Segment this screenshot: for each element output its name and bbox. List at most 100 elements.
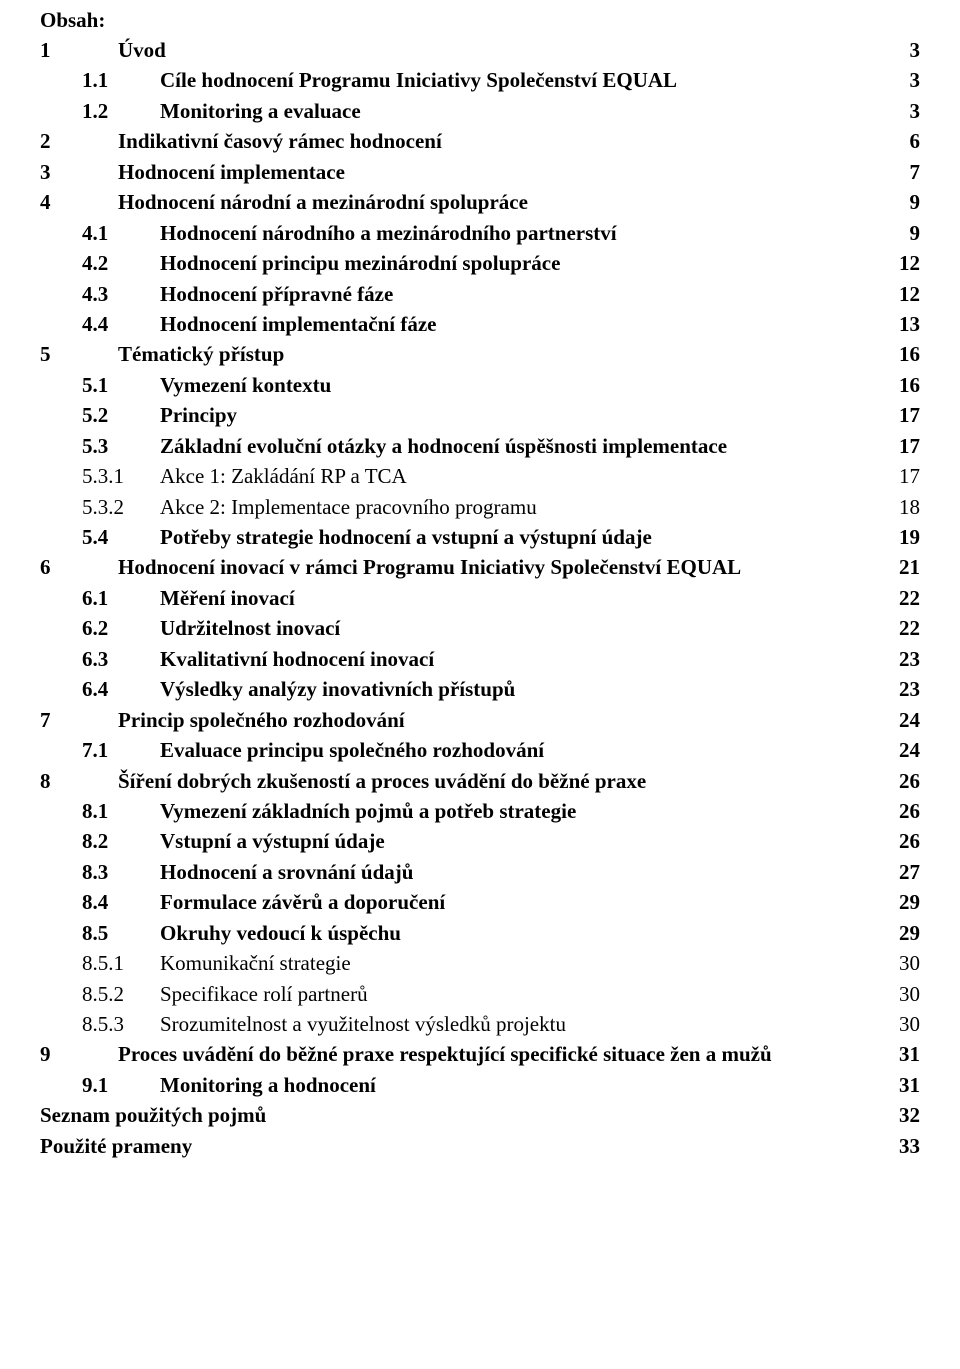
toc-entry-title: Proces uvádění do běžné praxe respektují… — [118, 1039, 772, 1069]
toc-entry-number: 5.3 — [40, 431, 160, 461]
toc-entry: 5.1Vymezení kontextu16 — [40, 370, 920, 400]
toc-entry-title: Kvalitativní hodnocení inovací — [160, 644, 434, 674]
toc-entry-title: Hodnocení implementační fáze — [160, 309, 436, 339]
toc-entry-page: 17 — [899, 431, 920, 461]
toc-entry-number: 1.2 — [40, 96, 160, 126]
toc-entry: 8.5.3Srozumitelnost a využitelnost výsle… — [40, 1009, 920, 1039]
toc-entry-page: 12 — [899, 248, 920, 278]
toc-entry-page: 17 — [899, 461, 920, 491]
toc-entry-number: 5 — [40, 339, 118, 369]
toc-entry-page: 30 — [899, 979, 920, 1009]
toc-entry: 8.1Vymezení základních pojmů a potřeb st… — [40, 796, 920, 826]
toc-entry-title: Princip společného rozhodování — [118, 705, 405, 735]
toc-entry: 5.3.2Akce 2: Implementace pracovního pro… — [40, 492, 920, 522]
toc-entry: 3Hodnocení implementace7 — [40, 157, 920, 187]
toc-entry-title: Principy — [160, 400, 237, 430]
toc-entry: 8.4Formulace závěrů a doporučení29 — [40, 887, 920, 917]
toc-entry-page: 18 — [899, 492, 920, 522]
toc-entry-number: 4.3 — [40, 279, 160, 309]
toc-entry: 8.2Vstupní a výstupní údaje26 — [40, 826, 920, 856]
toc-entry-title: Hodnocení a srovnání údajů — [160, 857, 413, 887]
toc-entry: 6Hodnocení inovací v rámci Programu Inic… — [40, 552, 920, 582]
toc-entry: 1.1Cíle hodnocení Programu Iniciativy Sp… — [40, 65, 920, 95]
toc-entry-number: 2 — [40, 126, 118, 156]
toc-entry-page: 3 — [910, 35, 921, 65]
toc-entry-title: Použité prameny — [40, 1131, 192, 1161]
toc-entry-page: 27 — [899, 857, 920, 887]
toc-entry-number: 8.3 — [40, 857, 160, 887]
toc-entry-title: Výsledky analýzy inovativních přístupů — [160, 674, 515, 704]
toc-entry: Použité prameny 33 — [40, 1131, 920, 1161]
toc-entry-title: Šíření dobrých zkušeností a proces uvádě… — [118, 766, 646, 796]
toc-entry-page: 33 — [899, 1131, 920, 1161]
toc-entry: 8Šíření dobrých zkušeností a proces uvád… — [40, 766, 920, 796]
toc-entry: 4.3Hodnocení přípravné fáze 12 — [40, 279, 920, 309]
toc-entry-title: Monitoring a hodnocení — [160, 1070, 376, 1100]
toc-entry-page: 17 — [899, 400, 920, 430]
toc-entry-number: 1.1 — [40, 65, 160, 95]
toc-entry-title: Akce 2: Implementace pracovního programu — [160, 492, 537, 522]
toc-entry-title: Měření inovací — [160, 583, 295, 613]
toc-entry-page: 30 — [899, 948, 920, 978]
toc-entry-number: 4 — [40, 187, 118, 217]
toc-entry-number: 5.2 — [40, 400, 160, 430]
toc-entry-number: 8.2 — [40, 826, 160, 856]
toc-entry: 6.4Výsledky analýzy inovativních přístup… — [40, 674, 920, 704]
toc-entry-title: Udržitelnost inovací — [160, 613, 340, 643]
toc-entry-page: 19 — [899, 522, 920, 552]
toc-entry-title: Tématický přístup — [118, 339, 284, 369]
toc-entry: 2Indikativní časový rámec hodnocení6 — [40, 126, 920, 156]
toc-entry-page: 23 — [899, 644, 920, 674]
toc-entry-number: 8.4 — [40, 887, 160, 917]
toc-entry-page: 26 — [899, 826, 920, 856]
toc-entry-number: 5.1 — [40, 370, 160, 400]
toc-entry-title: Základní evoluční otázky a hodnocení úsp… — [160, 431, 727, 461]
toc-entry: 7.1Evaluace principu společného rozhodov… — [40, 735, 920, 765]
toc-entry-title: Hodnocení inovací v rámci Programu Inici… — [118, 552, 741, 582]
toc-entry: 5.2Principy 17 — [40, 400, 920, 430]
toc-entry-title: Vymezení základních pojmů a potřeb strat… — [160, 796, 576, 826]
toc-entry-page: 13 — [899, 309, 920, 339]
toc-entry-page: 16 — [899, 370, 920, 400]
toc-entry-page: 24 — [899, 705, 920, 735]
toc-entry-title: Cíle hodnocení Programu Iniciativy Spole… — [160, 65, 677, 95]
toc-entry-number: 5.3.1 — [40, 461, 160, 491]
toc-entry: 7Princip společného rozhodování24 — [40, 705, 920, 735]
toc-entry-page: 26 — [899, 796, 920, 826]
toc-entry-title: Hodnocení národního a mezinárodního part… — [160, 218, 617, 248]
toc-entry-number: 6.2 — [40, 613, 160, 643]
toc-entry-title: Okruhy vedoucí k úspěchu — [160, 918, 401, 948]
toc-entry-number: 6.4 — [40, 674, 160, 704]
toc-entry-page: 30 — [899, 1009, 920, 1039]
toc-entry-number: 9.1 — [40, 1070, 160, 1100]
toc-entry-title: Seznam použitých pojmů — [40, 1100, 266, 1130]
toc-entry-title: Specifikace rolí partnerů — [160, 979, 368, 1009]
toc-entry-page: 31 — [899, 1039, 920, 1069]
toc-entry-number: 3 — [40, 157, 118, 187]
toc-entry-page: 29 — [899, 887, 920, 917]
toc-entry-number: 9 — [40, 1039, 118, 1069]
toc-entry: 9Proces uvádění do běžné praxe respektuj… — [40, 1039, 920, 1069]
toc-entry: 9.1Monitoring a hodnocení 31 — [40, 1070, 920, 1100]
toc-entry-title: Hodnocení principu mezinárodní spoluprác… — [160, 248, 560, 278]
toc-entry-page: 12 — [899, 279, 920, 309]
toc-entry-number: 6.3 — [40, 644, 160, 674]
toc-entry-number: 4.2 — [40, 248, 160, 278]
toc-entry: 5.3Základní evoluční otázky a hodnocení … — [40, 431, 920, 461]
toc-entry: 6.3Kvalitativní hodnocení inovací 23 — [40, 644, 920, 674]
toc-entry-title: Hodnocení národní a mezinárodní spoluprá… — [118, 187, 528, 217]
toc-entry-number: 8.5 — [40, 918, 160, 948]
toc-entry: 4.1Hodnocení národního a mezinárodního p… — [40, 218, 920, 248]
toc-entry-number: 5.3.2 — [40, 492, 160, 522]
toc-entry: 5.4Potřeby strategie hodnocení a vstupní… — [40, 522, 920, 552]
toc-entry-page: 31 — [899, 1070, 920, 1100]
toc-entry-page: 16 — [899, 339, 920, 369]
toc-entry-number: 8 — [40, 766, 118, 796]
toc-entry-page: 23 — [899, 674, 920, 704]
toc-entry-title: Srozumitelnost a využitelnost výsledků p… — [160, 1009, 566, 1039]
toc-entry-title: Potřeby strategie hodnocení a vstupní a … — [160, 522, 652, 552]
page: Obsah: 1Úvod31.1Cíle hodnocení Programu … — [0, 0, 960, 1201]
toc-entry-title: Hodnocení přípravné fáze — [160, 279, 393, 309]
toc-entry: 1Úvod3 — [40, 35, 920, 65]
toc-entry-number: 1 — [40, 35, 118, 65]
